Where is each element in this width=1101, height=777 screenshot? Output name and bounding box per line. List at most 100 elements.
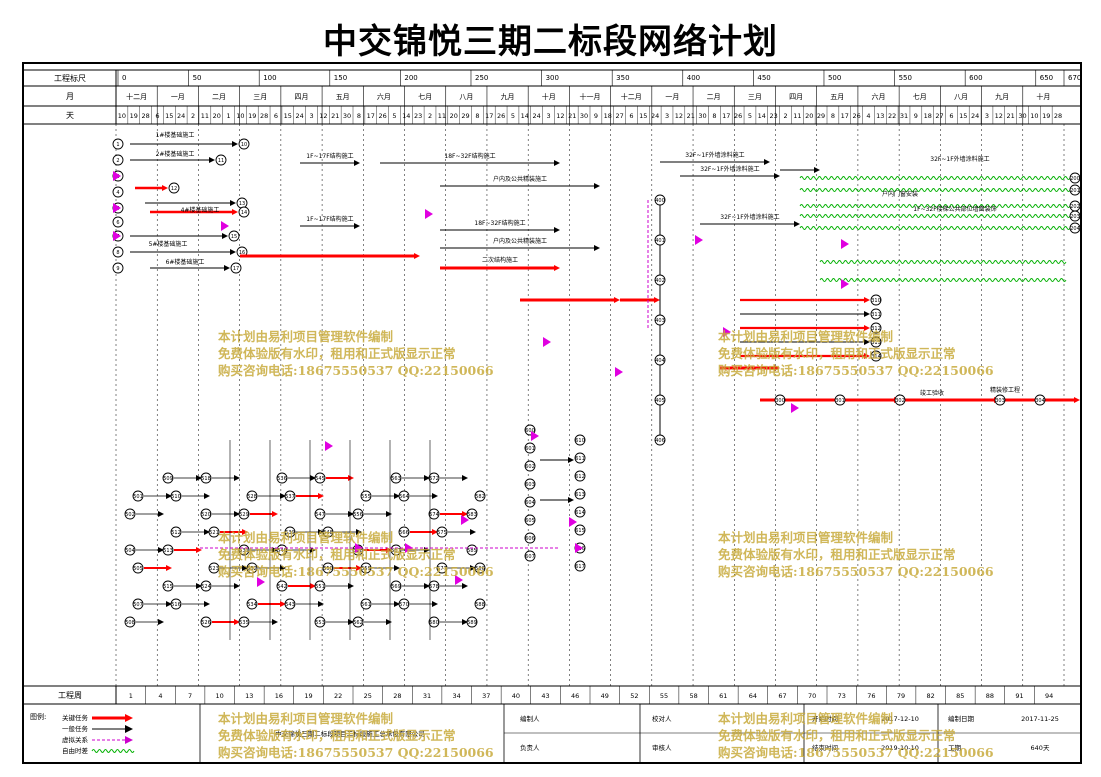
event-node [200, 616, 212, 628]
day-label: 21 [568, 112, 576, 120]
activity-arrowhead [196, 583, 202, 589]
event-node [246, 598, 258, 610]
activity-arrowhead [354, 223, 360, 229]
day-label: 24 [177, 112, 185, 120]
day-label: 28 [141, 112, 149, 120]
activity-label: 精装修工程 [990, 386, 1020, 394]
activity-arrowhead [280, 565, 286, 571]
week-label: 7 [188, 692, 192, 700]
event-node [124, 544, 136, 556]
scale-tick-label: 500 [828, 74, 841, 82]
event-node-number: 562 [353, 620, 363, 626]
event-node-number: 505 [133, 566, 143, 572]
event-node-number: 604 [525, 500, 535, 506]
milestone-marker [113, 231, 121, 241]
event-node [894, 394, 906, 406]
event-node [284, 526, 296, 538]
watermark: 本计划由易利项目管理软件编制 免费体验版有水印，租用和正式版显示正常 购买咨询电话:… [218, 711, 494, 760]
day-label: 8 [712, 112, 716, 120]
event-node-number: 1 [116, 142, 119, 148]
week-label: 4 [158, 692, 162, 700]
activity-arrowhead [432, 493, 438, 499]
event-node-number: 508 [125, 620, 135, 626]
activity-label: 1#楼基础施工 [156, 131, 195, 139]
event-node-number: 572 [429, 476, 439, 482]
activity-arrowhead [224, 265, 230, 271]
event-node-number: 574 [429, 512, 439, 518]
event-node-number: 612 [575, 474, 585, 480]
event-node [276, 544, 288, 556]
event-node-number: 526 [201, 620, 211, 626]
event-node-number: 559 [361, 566, 371, 572]
milestone-marker [569, 517, 577, 527]
event-node-number: 586 [475, 566, 485, 572]
event-node [574, 506, 586, 518]
event-node-number: 510 [171, 494, 181, 500]
activity-label: 1F~32F楼梯公共部位墙面装饰 [913, 205, 996, 213]
event-node-number: 556 [353, 512, 363, 518]
scale-tick-label: 150 [334, 74, 347, 82]
day-label: 8 [357, 112, 361, 120]
month-label: 四月 [789, 93, 803, 101]
event-node-number: 585 [467, 548, 477, 554]
event-node [112, 262, 124, 274]
event-node [112, 138, 124, 150]
prep-date-value: 2017-11-25 [1021, 715, 1059, 723]
event-node-number: 547 [315, 512, 325, 518]
event-node [246, 490, 258, 502]
month-label: 十二月 [126, 92, 147, 101]
event-node [238, 138, 250, 150]
event-node-number: 406 [655, 438, 665, 444]
month-label: 十一月 [580, 92, 601, 101]
event-node [314, 580, 326, 592]
week-label: 16 [275, 692, 283, 700]
activity-arrowhead [470, 565, 476, 571]
month-label: 七月 [913, 92, 927, 101]
event-node [994, 394, 1006, 406]
event-node-number: 10 [241, 142, 247, 148]
event-node-number: 534 [247, 602, 257, 608]
day-label: 28 [260, 112, 268, 120]
event-node [112, 186, 124, 198]
scale-tick-label: 600 [969, 74, 982, 82]
watermark: 本计划由易利项目管理软件编制 免费体验版有水印，租用和正式版显示正常 购买咨询电话:… [218, 329, 494, 378]
event-node [200, 472, 212, 484]
event-node [524, 478, 536, 490]
scale-tick-label: 650 [1040, 74, 1053, 82]
week-scale-row: 工程周 1 4 7 10 13 16 19 22 25 28 31 34 37 40 43 46 49 52 55 58… [24, 685, 1081, 705]
header-label: 月 [66, 92, 74, 101]
day-label: 6 [274, 112, 278, 120]
event-node-number: 512 [171, 530, 181, 536]
event-node-number: 501 [133, 494, 143, 500]
day-label: 3 [985, 112, 989, 120]
day-label: 24 [533, 112, 541, 120]
event-node-number: 310 [871, 298, 881, 304]
event-node-number: 4 [116, 190, 119, 196]
activity-arrowhead [209, 157, 215, 163]
event-node-number: 543 [285, 602, 295, 608]
event-node [654, 234, 666, 246]
activity-label: 18F~32F结构施工 [444, 152, 495, 160]
event-node [654, 394, 666, 406]
day-label: 30 [698, 112, 706, 120]
day-label: 6 [949, 112, 953, 120]
week-label: 70 [808, 692, 816, 700]
activity-arrowhead [310, 583, 316, 589]
day-label: 14 [402, 112, 410, 120]
event-node [124, 616, 136, 628]
event-node-number: 580 [429, 620, 439, 626]
event-node-number: 588 [475, 602, 485, 608]
start-label: 开始时间 [812, 714, 838, 723]
day-label: 18 [604, 112, 612, 120]
event-node-number: 312 [871, 326, 881, 332]
event-node [314, 508, 326, 520]
activity-arrowhead [462, 619, 468, 625]
scale-tick-label: 550 [899, 74, 912, 82]
event-node-number: 301 [835, 398, 845, 404]
day-label: 4 [866, 112, 870, 120]
event-node-number: 545 [315, 476, 325, 482]
event-node-number: 575 [437, 530, 447, 536]
event-node [314, 472, 326, 484]
week-label: 22 [334, 692, 342, 700]
day-label: 9 [594, 112, 598, 120]
